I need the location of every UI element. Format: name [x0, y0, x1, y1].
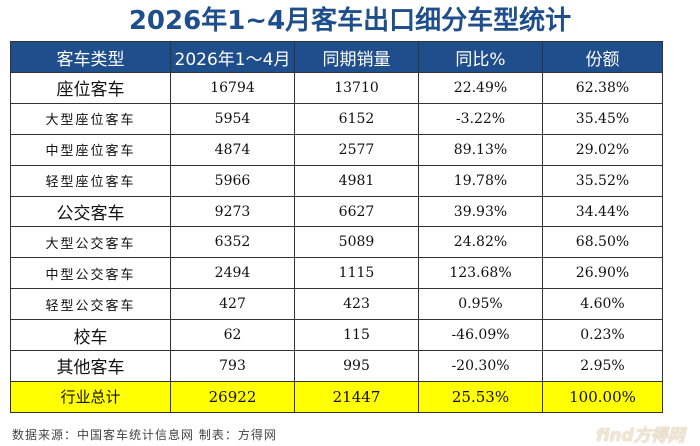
total-share: 100.00%: [542, 380, 663, 413]
footer-source: 数据来源：中国客车统计信息网 制表：方得网: [12, 428, 277, 442]
cell-previous: 6627: [294, 195, 419, 228]
cell-share: 29.02%: [542, 133, 663, 166]
cell-previous: 115: [294, 319, 419, 352]
table-row: 中型座位客车 4874 2577 89.13% 29.02%: [10, 133, 663, 166]
cell-yoy: 19.78%: [418, 164, 543, 197]
cell-type: 座位客车: [10, 72, 171, 104]
cell-yoy: 39.93%: [418, 195, 543, 228]
cell-type: 轻型座位客车: [10, 164, 171, 197]
table-row: 轻型座位客车 5966 4981 19.78% 35.52%: [10, 164, 663, 197]
header-share: 份额: [542, 41, 663, 73]
cell-type: 中型公交客车: [10, 257, 171, 290]
table-row: 轻型公交客车 427 423 0.95% 4.60%: [10, 288, 663, 321]
cell-current: 6352: [170, 226, 295, 259]
cell-share: 35.52%: [542, 164, 663, 197]
cell-yoy: -20.30%: [418, 350, 543, 382]
cell-current: 427: [170, 288, 295, 321]
cell-previous: 6152: [294, 102, 419, 135]
cell-current: 793: [170, 350, 295, 382]
page-title: 2026年1~4月客车出口细分车型统计: [128, 6, 572, 36]
cell-yoy: 123.68%: [418, 257, 543, 290]
cell-type: 轻型公交客车: [10, 288, 171, 321]
cell-type: 中型座位客车: [10, 133, 171, 166]
cell-type: 其他客车: [10, 350, 171, 382]
table-row: 大型公交客车 6352 5089 24.82% 68.50%: [10, 226, 663, 259]
cell-yoy: 22.49%: [418, 72, 543, 104]
cell-yoy: -46.09%: [418, 319, 543, 352]
cell-previous: 13710: [294, 72, 419, 104]
cell-type: 校车: [10, 319, 171, 352]
cell-yoy: -3.22%: [418, 102, 543, 135]
cell-current: 16794: [170, 72, 295, 104]
total-type: 行业总计: [10, 380, 171, 413]
cell-current: 5954: [170, 102, 295, 135]
cell-type: 大型座位客车: [10, 102, 171, 135]
cell-previous: 2577: [294, 133, 419, 166]
cell-previous: 423: [294, 288, 419, 321]
cell-yoy: 89.13%: [418, 133, 543, 166]
total-current: 26922: [170, 380, 295, 413]
header-previous: 同期销量: [294, 41, 419, 73]
header-type: 客车类型: [10, 41, 171, 73]
cell-previous: 5089: [294, 226, 419, 259]
cell-current: 5966: [170, 164, 295, 197]
table-row: 其他客车 793 995 -20.30% 2.95%: [10, 350, 663, 382]
total-previous: 21447: [294, 380, 419, 413]
cell-current: 4874: [170, 133, 295, 166]
cell-share: 4.60%: [542, 288, 663, 321]
cell-current: 9273: [170, 195, 295, 228]
cell-share: 68.50%: [542, 226, 663, 259]
cell-share: 34.44%: [542, 195, 663, 228]
table-row: 公交客车 9273 6627 39.93% 34.44%: [10, 195, 663, 228]
cell-previous: 4981: [294, 164, 419, 197]
table-row: 校车 62 115 -46.09% 0.23%: [10, 319, 663, 352]
cell-share: 0.23%: [542, 319, 663, 352]
cell-previous: 1115: [294, 257, 419, 290]
cell-share: 62.38%: [542, 72, 663, 104]
cell-yoy: 0.95%: [418, 288, 543, 321]
table-row: 座位客车 16794 13710 22.49% 62.38%: [10, 72, 663, 104]
watermark-logo: find方得网: [596, 426, 685, 446]
header-current: 2026年1～4月: [170, 41, 295, 73]
cell-type: 大型公交客车: [10, 226, 171, 259]
table-row-total: 行业总计 26922 21447 25.53% 100.00%: [10, 380, 663, 413]
total-yoy: 25.53%: [418, 380, 543, 413]
cell-previous: 995: [294, 350, 419, 382]
table-header-row: 客车类型 2026年1～4月 同期销量 同比% 份额: [10, 41, 663, 73]
cell-current: 62: [170, 319, 295, 352]
data-table: 客车类型 2026年1～4月 同期销量 同比% 份额 座位客车 16794 1371…: [10, 41, 663, 413]
table-row: 中型公交客车 2494 1115 123.68% 26.90%: [10, 257, 663, 290]
cell-current: 2494: [170, 257, 295, 290]
cell-yoy: 24.82%: [418, 226, 543, 259]
cell-type: 公交客车: [10, 195, 171, 228]
cell-share: 2.95%: [542, 350, 663, 382]
cell-share: 35.45%: [542, 102, 663, 135]
header-yoy: 同比%: [418, 41, 543, 73]
table-row: 大型座位客车 5954 6152 -3.22% 35.45%: [10, 102, 663, 135]
cell-share: 26.90%: [542, 257, 663, 290]
